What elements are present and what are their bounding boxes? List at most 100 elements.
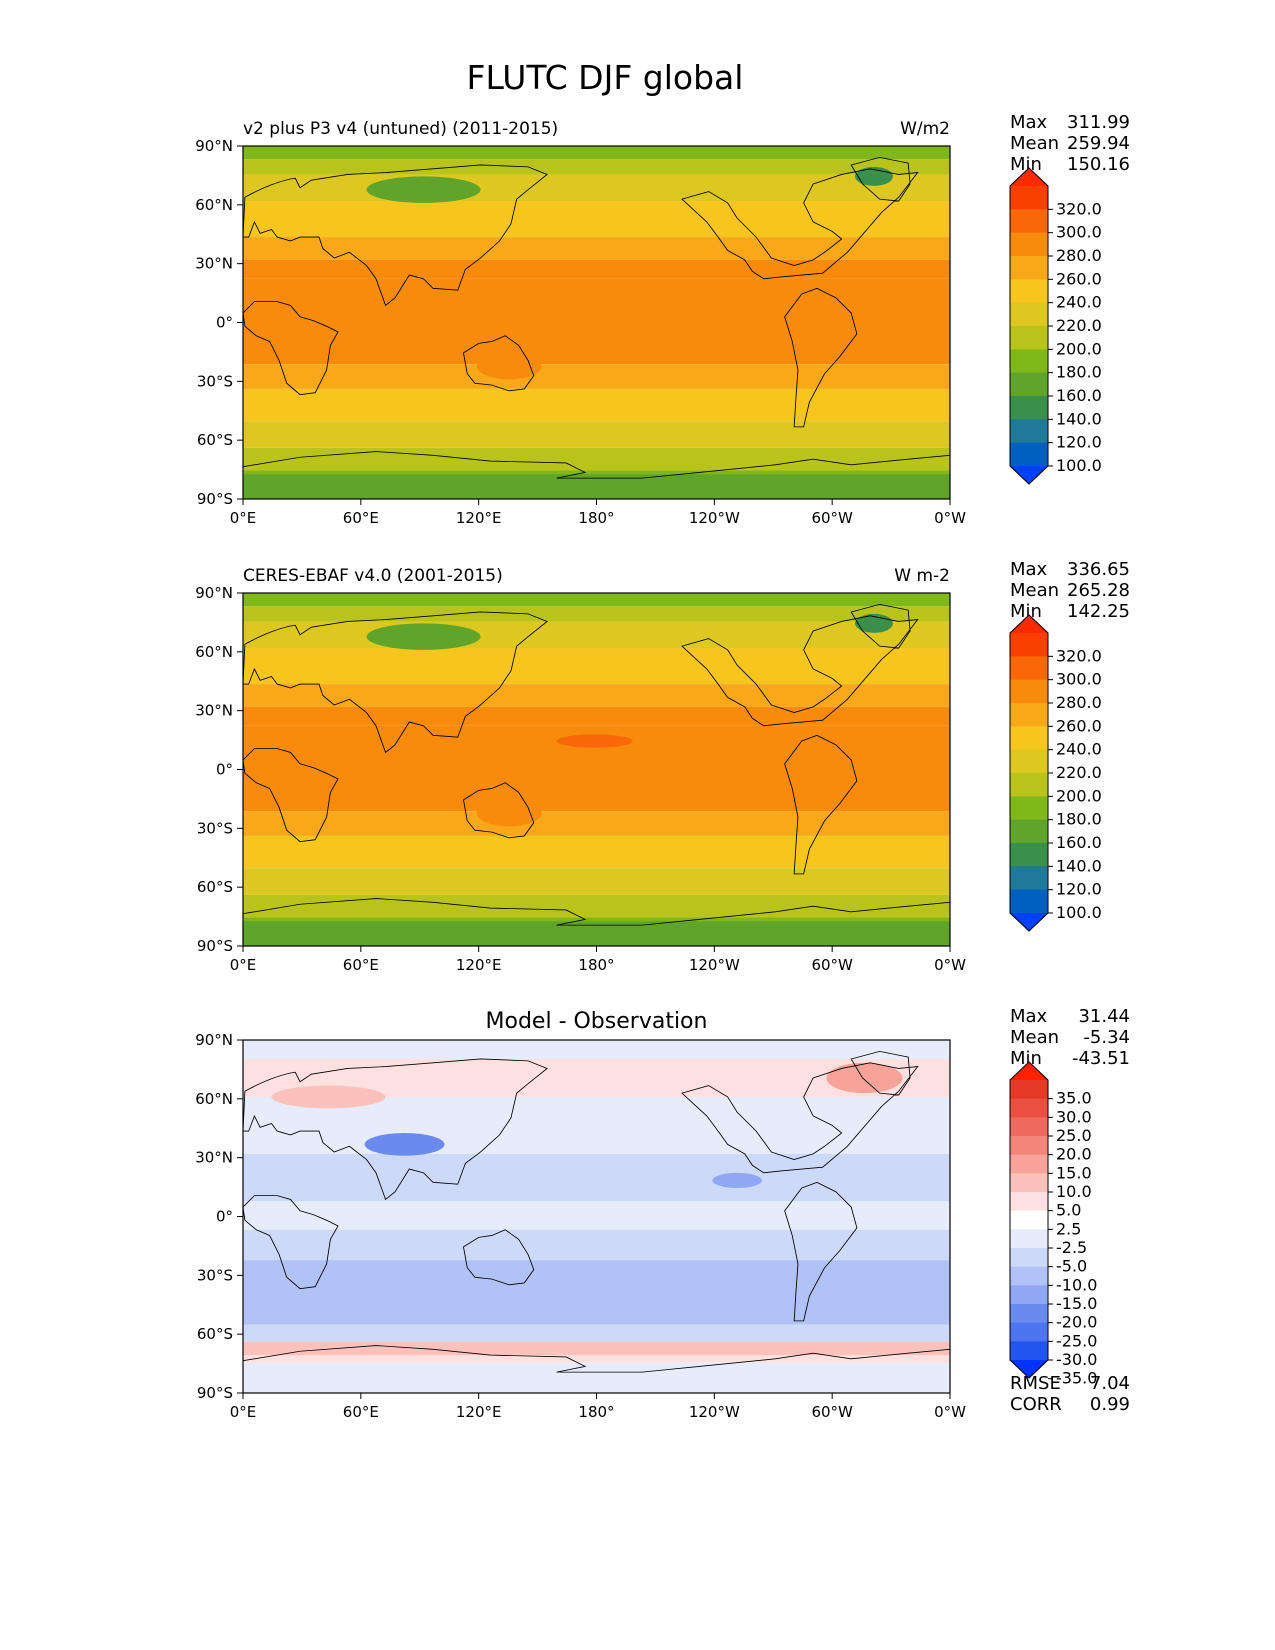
extra-stat-value: 0.99 xyxy=(1090,1394,1130,1415)
colorbar-extend-min xyxy=(1010,1360,1048,1378)
lat-tick-label: 60°S xyxy=(197,1325,233,1343)
colorbar-label: -25.0 xyxy=(1056,1331,1097,1350)
colorbar-segment xyxy=(1010,1117,1048,1137)
lat-tick-label: 90°S xyxy=(197,1384,233,1402)
panel-units: W m-2 xyxy=(894,566,950,586)
lat-tick-label: 30°S xyxy=(197,372,233,390)
lat-tick-label: 30°S xyxy=(197,819,233,837)
stat-label: Min xyxy=(1010,601,1042,622)
colorbar-label: 100.0 xyxy=(1056,456,1102,475)
panel-center-title: Model - Observation xyxy=(486,1009,708,1034)
map-band xyxy=(243,811,950,836)
colorbar-segment xyxy=(1010,442,1048,467)
map-band xyxy=(243,868,950,895)
stat-label: Max xyxy=(1010,1006,1048,1027)
stat-value: 336.65 xyxy=(1067,559,1130,580)
colorbar-segment xyxy=(1010,1098,1048,1118)
stat-label: Min xyxy=(1010,154,1042,175)
lon-tick-label: 60°E xyxy=(343,509,379,527)
colorbar-label: -5.0 xyxy=(1056,1257,1087,1276)
map-band xyxy=(243,388,950,422)
colorbar-label: 220.0 xyxy=(1056,316,1102,335)
stat-value: -5.34 xyxy=(1083,1027,1130,1048)
colorbar-label: -30.0 xyxy=(1056,1350,1097,1369)
extra-stat-value: 7.04 xyxy=(1090,1373,1130,1394)
colorbar-segment xyxy=(1010,703,1048,727)
colorbar-segment xyxy=(1010,1248,1048,1268)
lon-tick-label: 120°E xyxy=(456,1403,502,1421)
lat-tick-label: 90°N xyxy=(195,137,233,155)
panel-diff: Model - Observation 90°N 60°N 30°N 0° 30°S 60°… xyxy=(195,1006,1130,1421)
colorbar-label: 30.0 xyxy=(1056,1107,1092,1126)
lon-tick-label: 60°E xyxy=(343,1403,379,1421)
colorbar-segment xyxy=(1010,302,1048,327)
colorbar-extend-min xyxy=(1010,913,1048,931)
map-band xyxy=(243,1341,950,1356)
map-field xyxy=(243,146,950,500)
colorbar-label: 15.0 xyxy=(1056,1163,1092,1182)
lon-tick-label: 0°W xyxy=(934,509,966,527)
colorbar-label: 320.0 xyxy=(1056,199,1102,218)
lon-tick-label: 0°E xyxy=(230,1403,257,1421)
map-band xyxy=(243,159,950,175)
colorbar-segment xyxy=(1010,349,1048,374)
stat-value: 31.44 xyxy=(1078,1006,1130,1027)
stat-label: Mean xyxy=(1010,133,1059,154)
lat-tick-label: 30°N xyxy=(195,1149,233,1167)
map-field xyxy=(243,1040,950,1394)
stats-box: Max 311.99 Mean 259.94 Min 150.16 xyxy=(1010,112,1130,175)
colorbar-label: -2.5 xyxy=(1056,1238,1087,1257)
lon-tick-label: 120°W xyxy=(689,956,740,974)
map-band xyxy=(243,593,950,607)
lat-tick-label: 0° xyxy=(216,1208,233,1226)
lat-tick-label: 30°N xyxy=(195,255,233,273)
colorbar-segment xyxy=(1010,843,1048,867)
colorbar: 35.030.025.020.015.010.05.02.5-2.5-5.0-1… xyxy=(1009,1061,1097,1388)
colorbar-extend-max xyxy=(1010,1062,1048,1080)
lat-tick-label: 30°N xyxy=(195,702,233,720)
colorbar-label: 260.0 xyxy=(1056,269,1102,288)
lon-tick-label: 60°W xyxy=(811,956,853,974)
lon-tick-label: 120°W xyxy=(689,1403,740,1421)
colorbar-segment xyxy=(1010,1266,1048,1286)
colorbar-segment xyxy=(1010,633,1048,657)
stat-value: 150.16 xyxy=(1067,154,1130,175)
lon-tick-label: 60°E xyxy=(343,956,379,974)
colorbar-extend-max xyxy=(1010,615,1048,633)
lat-tick-label: 60°N xyxy=(195,196,233,214)
map-band xyxy=(243,174,950,202)
stat-value: 142.25 xyxy=(1067,601,1130,622)
colorbar-label: 140.0 xyxy=(1056,409,1102,428)
map-band xyxy=(243,1040,950,1059)
colorbar-label: 120.0 xyxy=(1056,433,1102,452)
lat-tick-label: 60°S xyxy=(197,878,233,896)
map-band xyxy=(243,237,950,260)
lon-tick-label: 0°W xyxy=(934,956,966,974)
map-band xyxy=(243,648,950,685)
lon-tick-label: 60°W xyxy=(811,1403,853,1421)
colorbar: 320.0 300.0 280.0 260.0 240.0 220.0 200.0 180.0… xyxy=(1009,614,1102,932)
map-band xyxy=(243,778,950,812)
colorbar-segment xyxy=(1010,1080,1048,1100)
map-band xyxy=(243,706,950,726)
lon-tick-label: 180° xyxy=(578,509,614,527)
lat-tick-label: 90°N xyxy=(195,584,233,602)
colorbar-segment xyxy=(1010,866,1048,891)
colorbar-extend-min xyxy=(1010,466,1048,484)
map-band xyxy=(243,621,950,649)
colorbar-segment xyxy=(1010,1192,1048,1212)
lat-tick-label: 0° xyxy=(216,761,233,779)
colorbar-segment xyxy=(1010,1136,1048,1156)
colorbar-segment xyxy=(1010,186,1048,210)
colorbar-segment xyxy=(1010,773,1048,797)
colorbar-label: 300.0 xyxy=(1056,670,1102,689)
colorbar-label: 10.0 xyxy=(1056,1182,1092,1201)
map-band xyxy=(243,331,950,365)
map-band xyxy=(243,835,950,869)
panel-title: v2 plus P3 v4 (untuned) (2011-2015) xyxy=(243,119,558,139)
map-blob xyxy=(366,623,481,650)
lon-tick-label: 0°W xyxy=(934,1403,966,1421)
colorbar-label: 280.0 xyxy=(1056,246,1102,265)
map-band xyxy=(243,447,950,471)
